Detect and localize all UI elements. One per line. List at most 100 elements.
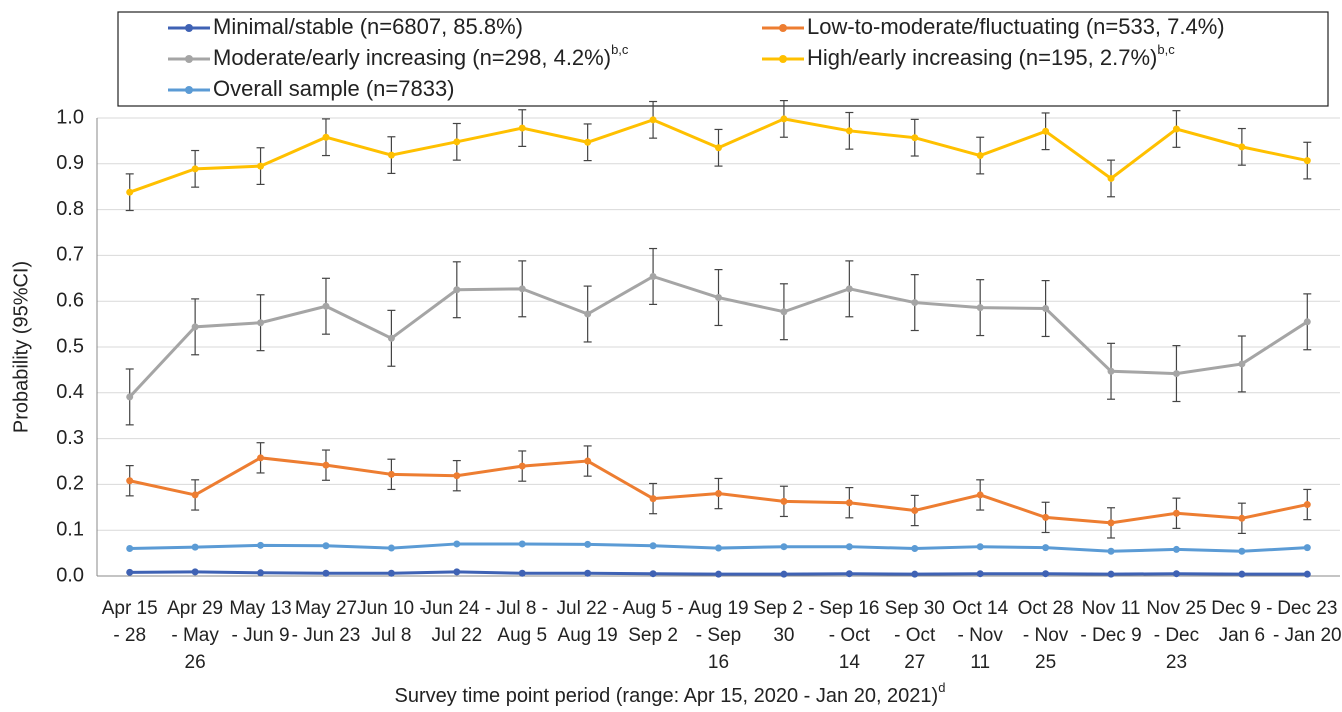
data-point xyxy=(126,477,134,485)
data-point xyxy=(584,310,592,318)
legend-label: Overall sample (n=7833) xyxy=(213,76,455,101)
data-point xyxy=(715,144,722,152)
y-tick-label: 0.7 xyxy=(56,244,84,266)
x-axis-title: Survey time point period (range: Apr 15,… xyxy=(395,680,946,707)
legend-label: Low-to-moderate/fluctuating (n=533, 7.4%… xyxy=(807,14,1225,39)
x-tick-label: Jun 24 -Jul 22 xyxy=(422,598,491,646)
legend-label-text: Low-to-moderate/fluctuating (n=533, 7.4%… xyxy=(807,14,1225,39)
data-point xyxy=(126,545,134,553)
x-axis-title-text: Survey time point period (range: Apr 15,… xyxy=(395,685,939,707)
data-point xyxy=(1172,509,1180,517)
data-point xyxy=(518,569,526,577)
legend-label-text: Overall sample (n=7833) xyxy=(213,76,455,101)
data-point xyxy=(1042,513,1050,521)
legend-marker xyxy=(185,55,193,63)
y-tick-label: 1.0 xyxy=(56,106,84,128)
data-point xyxy=(911,545,919,553)
x-tick-label: Oct 28- Nov 25 xyxy=(1018,598,1074,673)
data-point xyxy=(715,490,722,498)
data-point xyxy=(845,127,853,135)
legend-marker xyxy=(185,24,193,32)
data-point xyxy=(976,491,984,499)
data-point xyxy=(780,570,788,578)
legend-box xyxy=(117,11,1329,107)
data-point xyxy=(649,542,657,550)
data-point xyxy=(1107,547,1115,555)
data-point xyxy=(780,497,788,505)
data-point xyxy=(911,507,919,515)
data-point xyxy=(584,540,592,548)
data-point xyxy=(1303,157,1311,165)
data-point xyxy=(126,188,134,196)
x-tick-label: Dec 9 -Jan 6 xyxy=(1211,598,1272,646)
data-point xyxy=(845,543,853,551)
data-point xyxy=(126,568,134,576)
data-point xyxy=(1042,305,1050,313)
data-point xyxy=(976,543,984,551)
data-point xyxy=(257,454,265,462)
x-tick-label: May 27- Jun 23 xyxy=(292,598,361,646)
x-tick-label: Nov 11- Dec 9 xyxy=(1080,598,1141,646)
data-point xyxy=(453,138,461,146)
legend-label-note: b,c xyxy=(611,42,629,57)
data-point xyxy=(257,541,265,549)
data-point xyxy=(518,462,526,470)
y-tick-label: 0.8 xyxy=(56,198,84,220)
data-point xyxy=(387,470,395,478)
data-point xyxy=(780,543,788,551)
x-tick-label: Sep 16- Oct 14 xyxy=(819,598,879,673)
data-point xyxy=(518,124,526,132)
data-point xyxy=(1238,143,1246,151)
data-point xyxy=(976,304,984,312)
data-point xyxy=(322,133,330,141)
data-point xyxy=(649,116,657,124)
data-point xyxy=(1107,367,1115,375)
y-tick-label: 0.4 xyxy=(56,381,84,403)
y-tick-label: 0.2 xyxy=(56,473,84,495)
data-point xyxy=(976,570,984,578)
data-point xyxy=(780,115,788,123)
data-point xyxy=(584,569,592,577)
data-point xyxy=(453,568,461,576)
x-tick-label: Jun 10 -Jul 8 xyxy=(357,598,426,646)
data-point xyxy=(322,542,330,550)
x-tick-label: Dec 23- Jan 20 xyxy=(1273,598,1342,646)
legend-label-text: High/early increasing (n=195, 2.7%) xyxy=(807,45,1157,70)
data-point xyxy=(715,544,722,552)
data-point xyxy=(191,543,199,551)
data-point xyxy=(387,151,395,159)
legend-marker xyxy=(779,55,787,63)
data-point xyxy=(1172,125,1180,133)
data-point xyxy=(126,393,134,401)
data-point xyxy=(976,152,984,160)
legend-marker xyxy=(185,86,193,94)
data-point xyxy=(780,308,788,316)
data-point xyxy=(257,162,265,170)
data-point xyxy=(1172,570,1180,578)
y-tick-label: 0.6 xyxy=(56,289,84,311)
legend-label: High/early increasing (n=195, 2.7%)b,c xyxy=(807,42,1175,69)
data-point xyxy=(584,457,592,465)
y-tick-label: 0.0 xyxy=(56,564,84,586)
x-tick-label: Nov 25- Dec 23 xyxy=(1146,598,1206,673)
data-point xyxy=(845,570,853,578)
data-point xyxy=(453,472,461,480)
data-point xyxy=(845,285,853,293)
data-point xyxy=(845,499,853,507)
data-point xyxy=(453,286,461,294)
data-point xyxy=(191,165,199,173)
data-point xyxy=(322,461,330,469)
data-point xyxy=(911,570,919,578)
data-point xyxy=(649,495,657,503)
data-point xyxy=(1303,544,1311,552)
data-point xyxy=(1042,570,1050,578)
data-point xyxy=(257,569,265,577)
data-point xyxy=(1042,127,1050,135)
data-point xyxy=(1238,570,1246,578)
data-point xyxy=(191,568,199,576)
y-tick-label: 0.5 xyxy=(56,335,84,357)
y-tick-label: 0.1 xyxy=(56,518,84,540)
x-tick-label: Sep 2 -30 xyxy=(753,598,814,646)
data-point xyxy=(453,540,461,548)
